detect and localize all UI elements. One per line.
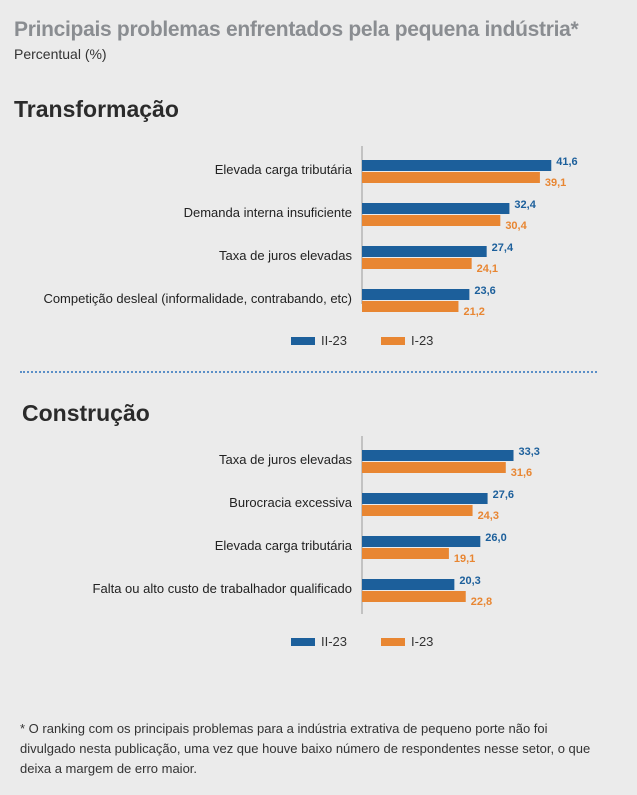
bar-chart-svg: Taxa de juros elevadas 33,3 31,6 Burocracia… xyxy=(93,436,540,614)
section-divider xyxy=(20,371,597,373)
bar-series2 xyxy=(362,172,540,183)
category-label: Competição desleal (informalidade, contr… xyxy=(43,291,352,306)
legend-construcao: II-23 I-23 xyxy=(291,634,467,649)
bar-series1 xyxy=(362,289,470,300)
legend-swatch-series2 xyxy=(381,637,406,646)
legend-item-series1: II-23 xyxy=(291,634,347,649)
data-label-series1: 27,6 xyxy=(493,489,514,501)
section-title-transformacao: Transformação xyxy=(14,96,179,122)
data-label-series2: 31,6 xyxy=(511,467,532,479)
bar-series2 xyxy=(362,301,459,312)
data-label-series2: 24,1 xyxy=(477,263,498,275)
data-label-series2: 21,2 xyxy=(463,306,484,318)
section-title-construcao: Construção xyxy=(22,400,150,426)
data-label-series2: 22,8 xyxy=(471,596,492,608)
legend-label-series1: II-23 xyxy=(321,634,348,649)
legend-item-series1: II-23 xyxy=(291,333,347,348)
bar-series2 xyxy=(362,505,473,516)
data-label-series1: 23,6 xyxy=(474,285,495,297)
bar-series1 xyxy=(362,579,455,590)
data-label-series2: 19,1 xyxy=(454,553,475,565)
category-label: Burocracia excessiva xyxy=(229,495,353,510)
bar-series1 xyxy=(362,246,487,257)
bar-series2 xyxy=(362,258,472,269)
category-label: Demanda interna insuficiente xyxy=(184,205,352,220)
category-label: Taxa de juros elevadas xyxy=(219,248,352,263)
data-label-series1: 41,6 xyxy=(556,156,577,168)
data-label-series1: 20,3 xyxy=(459,575,480,587)
bar-series1 xyxy=(362,493,488,504)
legend-swatch-series1 xyxy=(291,637,315,646)
legend-label-series1: II-23 xyxy=(321,333,348,348)
bar-series2 xyxy=(362,462,506,473)
data-label-series1: 32,4 xyxy=(514,199,536,211)
bar-chart-svg: Elevada carga tributária 41,6 39,1 Demanda … xyxy=(43,146,578,318)
legend-item-series2: I-23 xyxy=(381,634,433,649)
chart-transformacao: Elevada carga tributária 41,6 39,1 Demanda … xyxy=(0,146,637,318)
legend-transformacao: II-23 I-23 xyxy=(291,333,467,348)
data-label-series1: 26,0 xyxy=(485,532,506,544)
legend-item-series2: I-23 xyxy=(381,333,433,348)
category-label: Falta ou alto custo de trabalhador quali… xyxy=(93,581,352,596)
data-label-series2: 30,4 xyxy=(505,220,527,232)
bar-series1 xyxy=(362,203,510,214)
bar-series1 xyxy=(362,160,552,171)
chart-construcao: Taxa de juros elevadas 33,3 31,6 Burocracia… xyxy=(0,436,637,616)
bar-series1 xyxy=(362,536,481,547)
page-subtitle: Percentual (%) xyxy=(14,46,107,62)
data-label-series1: 27,4 xyxy=(492,242,514,254)
category-label: Elevada carga tributária xyxy=(215,538,353,553)
data-label-series1: 33,3 xyxy=(519,446,540,458)
page-title: Principais problemas enfrentados pela pe… xyxy=(14,18,579,41)
data-label-series2: 24,3 xyxy=(478,510,499,522)
bar-series2 xyxy=(362,591,466,602)
bar-series2 xyxy=(362,548,449,559)
footnote: * O ranking com os principais problemas … xyxy=(20,721,591,776)
legend-label-series2: I-23 xyxy=(411,634,434,649)
bar-series1 xyxy=(362,450,514,461)
category-label: Elevada carga tributária xyxy=(215,162,353,177)
bar-series2 xyxy=(362,215,501,226)
data-label-series2: 39,1 xyxy=(545,177,566,189)
legend-swatch-series1 xyxy=(291,336,315,345)
legend-swatch-series2 xyxy=(381,336,406,345)
category-label: Taxa de juros elevadas xyxy=(219,452,352,467)
legend-label-series2: I-23 xyxy=(411,333,434,348)
